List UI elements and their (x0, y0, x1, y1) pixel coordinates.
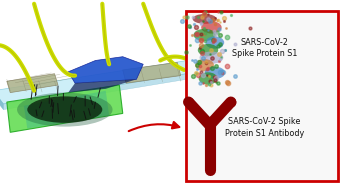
Polygon shape (68, 57, 143, 83)
FancyBboxPatch shape (186, 11, 338, 181)
Polygon shape (24, 91, 109, 129)
Ellipse shape (205, 36, 224, 49)
Polygon shape (7, 85, 123, 132)
Ellipse shape (193, 14, 217, 24)
Text: SARS-CoV-2 Spike
Protein S1 Antibody: SARS-CoV-2 Spike Protein S1 Antibody (225, 117, 304, 138)
Ellipse shape (201, 21, 222, 34)
Ellipse shape (27, 96, 102, 123)
Polygon shape (0, 60, 198, 104)
Ellipse shape (198, 72, 218, 85)
Polygon shape (7, 74, 58, 93)
Ellipse shape (198, 44, 218, 56)
Ellipse shape (195, 59, 214, 71)
Polygon shape (0, 91, 3, 110)
Ellipse shape (205, 67, 225, 79)
Ellipse shape (199, 52, 223, 64)
Ellipse shape (194, 29, 216, 41)
Ellipse shape (17, 93, 113, 127)
Polygon shape (3, 72, 198, 110)
Polygon shape (68, 79, 136, 93)
Text: SARS-CoV-2
Spike Protein S1: SARS-CoV-2 Spike Protein S1 (232, 38, 297, 58)
Polygon shape (123, 62, 181, 83)
